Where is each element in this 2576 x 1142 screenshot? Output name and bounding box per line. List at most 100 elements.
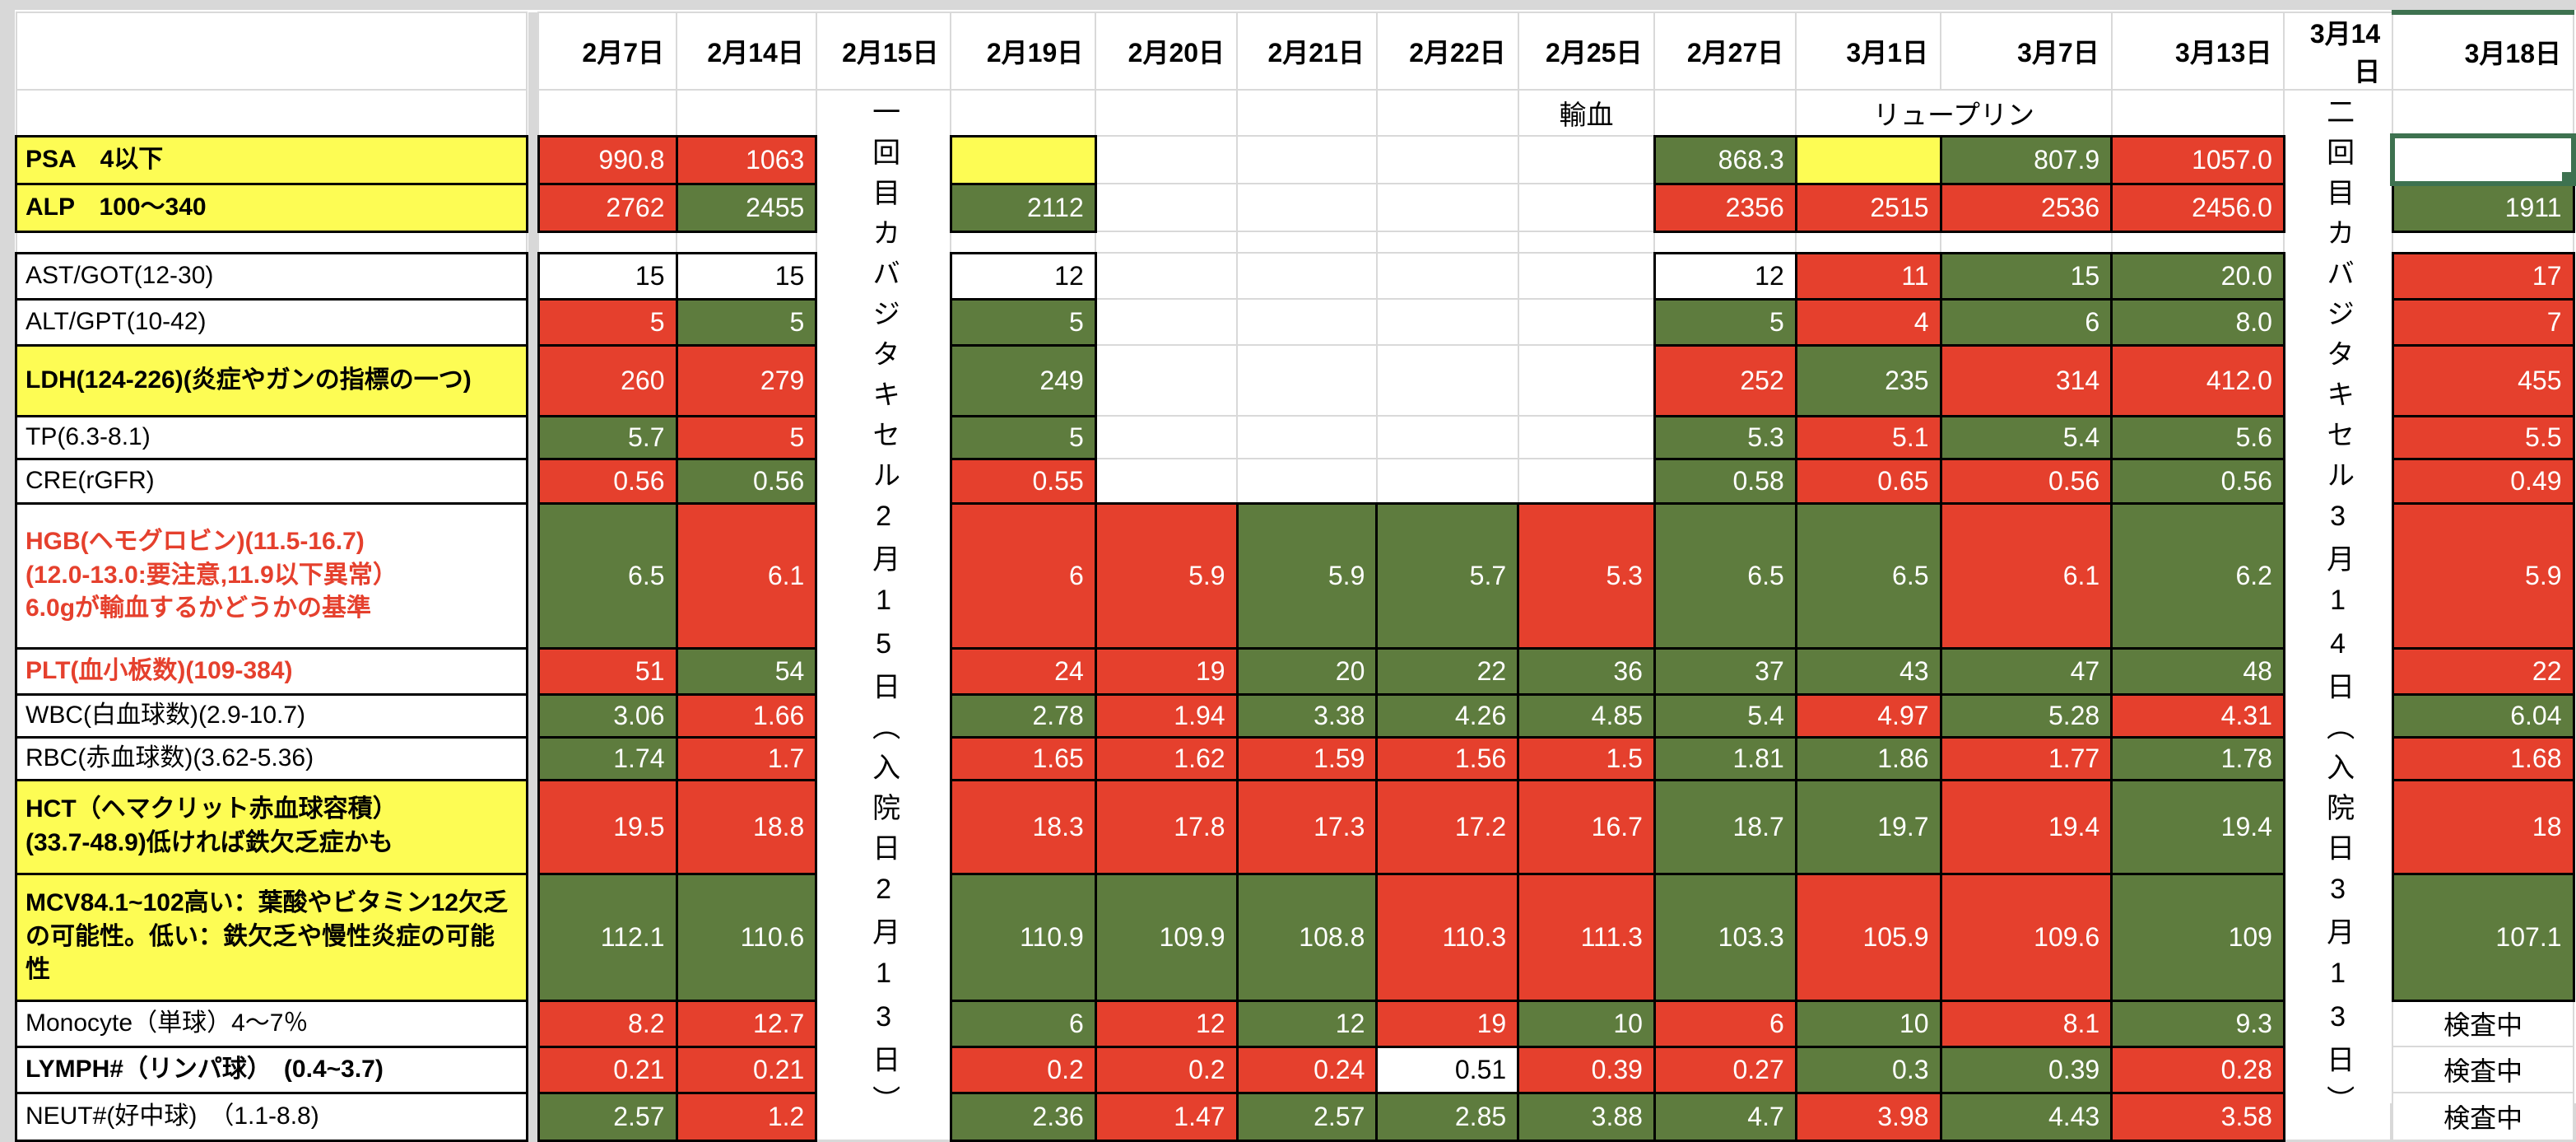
value-cell[interactable]: 3.98 [1794,1091,1942,1142]
value-cell[interactable]: 252 [1653,343,1797,417]
value-cell[interactable] [950,231,1097,254]
value-cell[interactable]: 5.5 [2391,414,2575,460]
value-cell[interactable]: 0.21 [675,1045,818,1094]
value-cell[interactable]: 37 [1653,646,1797,696]
value-cell[interactable] [1375,344,1519,417]
value-cell[interactable]: 8.0 [2110,297,2285,347]
value-cell[interactable]: 8.2 [537,999,678,1048]
value-cell[interactable]: 43 [1794,646,1942,696]
date-header[interactable]: 2月21日 [1236,12,1378,91]
value-cell[interactable]: 5 [675,414,818,460]
value-cell[interactable]: 3.88 [1517,1091,1656,1142]
treatment-note-column-1[interactable]: 一回目カバジタキセル2月15日︵入院日2月13日︶ [815,89,952,1141]
value-cell[interactable]: 6.5 [537,501,678,650]
value-cell[interactable]: 109.6 [1939,872,2113,1002]
value-cell[interactable] [1236,298,1378,346]
value-cell[interactable]: 17.3 [1235,778,1379,875]
value-cell[interactable]: 1.86 [1794,735,1942,781]
value-cell[interactable]: 5.3 [1517,501,1656,650]
value-cell[interactable]: 990.8 [537,134,678,185]
value-cell[interactable]: 1.56 [1375,735,1520,781]
row-label[interactable]: MCV84.1~102高い：葉酸やビタミン12欠乏の可能性。低い：鉄欠乏や慢性炎… [15,872,528,1002]
row-label[interactable]: RBC(赤血球数)(3.62-5.36) [15,735,528,781]
value-cell[interactable]: 1.74 [537,735,678,781]
value-cell[interactable] [1517,415,1656,459]
value-cell[interactable]: 5.28 [1939,692,2113,739]
date-header[interactable]: 3月7日 [1940,12,2113,91]
value-cell[interactable]: 5 [675,297,818,347]
date-header[interactable]: 2月14日 [676,12,817,91]
value-cell[interactable]: 16.7 [1517,778,1656,875]
value-cell[interactable]: 0.51 [1375,1045,1520,1094]
row-label[interactable]: LDH(124-226)(炎症やガンの指標の一つ) [15,343,528,417]
value-cell[interactable]: 2.36 [949,1091,1097,1142]
value-cell[interactable] [1517,344,1656,417]
row-label[interactable]: ALP 100〜340 [15,182,528,233]
date-header[interactable]: 2月7日 [537,12,677,91]
value-cell[interactable]: 9.3 [2110,999,2285,1048]
value-cell[interactable] [1517,183,1656,232]
value-cell[interactable]: 12 [1653,251,1797,301]
value-cell[interactable]: 1911 [2391,182,2575,233]
date-header[interactable]: 3月13日 [2110,12,2285,91]
value-cell[interactable]: 2515 [1794,182,1942,233]
subheader-empty-cell[interactable] [1095,89,1239,137]
value-cell[interactable]: 5 [949,297,1097,347]
value-cell[interactable]: 0.56 [1939,457,2113,505]
value-cell[interactable]: 412.0 [2110,343,2285,417]
value-cell[interactable]: 2536 [1939,182,2113,233]
value-cell[interactable]: 6 [1939,297,2113,347]
date-header[interactable]: 2月15日 [815,12,952,91]
value-cell[interactable] [2392,231,2574,254]
row-label[interactable]: HCT（ヘマクリット赤血球容積） (33.7-48.9)低ければ鉄欠乏症かも [15,778,528,875]
value-cell[interactable] [1517,135,1656,184]
value-cell[interactable]: 検査中 [2392,1046,2574,1093]
value-cell[interactable]: 2.85 [1375,1091,1520,1142]
value-cell[interactable]: 2356 [1653,182,1797,233]
value-cell[interactable]: 18.8 [675,778,818,875]
value-cell[interactable] [1095,458,1239,504]
value-cell[interactable]: 0.24 [1235,1045,1379,1094]
value-cell[interactable]: 5.7 [537,414,678,460]
date-header[interactable]: 3月14日 [2283,12,2394,91]
treatment-note-column-2[interactable]: 二回目カバジタキセル3月14日︵入院日3月13日︶ [2283,89,2394,1141]
value-cell[interactable]: 0.65 [1794,457,1942,505]
row-label[interactable]: LYMPH#（リンパ球） (0.4~3.7) [15,1045,528,1094]
value-cell[interactable]: 19.4 [1939,778,2113,875]
date-header[interactable]: 3月1日 [1795,12,1942,91]
value-cell[interactable]: 111.3 [1517,872,1656,1002]
value-cell[interactable] [1095,415,1239,459]
value-cell[interactable]: 15 [1939,251,2113,301]
value-cell[interactable]: 6 [949,999,1097,1048]
value-cell[interactable] [1236,231,1378,254]
value-cell[interactable]: 1.68 [2391,735,2575,781]
value-cell[interactable] [1236,344,1378,417]
row-label[interactable]: AST/GOT(12-30) [15,251,528,301]
value-cell[interactable]: 0.27 [1653,1045,1797,1094]
row-label[interactable]: NEUT#(好中球) （1.1-8.8) [15,1091,528,1142]
value-cell[interactable]: 5.3 [1653,414,1797,460]
value-cell[interactable]: 6 [1653,999,1797,1048]
value-cell[interactable]: 15 [675,251,818,301]
row-label[interactable] [15,231,528,254]
value-cell[interactable]: 1.5 [1517,735,1656,781]
value-cell[interactable] [1095,298,1239,346]
value-cell[interactable]: 54 [675,646,818,696]
value-cell[interactable] [1375,415,1519,459]
value-cell[interactable]: 47 [1939,646,2113,696]
value-cell[interactable]: 0.55 [949,457,1097,505]
value-cell[interactable]: 2455 [675,182,818,233]
value-cell[interactable]: 6.2 [2110,501,2285,650]
value-cell[interactable]: 2112 [949,182,1097,233]
value-cell[interactable]: 0.2 [949,1045,1097,1094]
value-cell[interactable]: 109 [2110,872,2285,1002]
value-cell[interactable]: 10 [1794,999,1942,1048]
value-cell[interactable]: 19.4 [2110,778,2285,875]
value-cell[interactable]: 5.9 [1094,501,1239,650]
subheader-empty-cell[interactable] [950,89,1097,137]
value-cell[interactable]: 1.66 [675,692,818,739]
value-cell[interactable]: 6.04 [2391,692,2575,739]
value-cell[interactable] [1517,252,1656,300]
value-cell[interactable]: 12 [949,251,1097,301]
value-cell[interactable]: 5 [949,414,1097,460]
